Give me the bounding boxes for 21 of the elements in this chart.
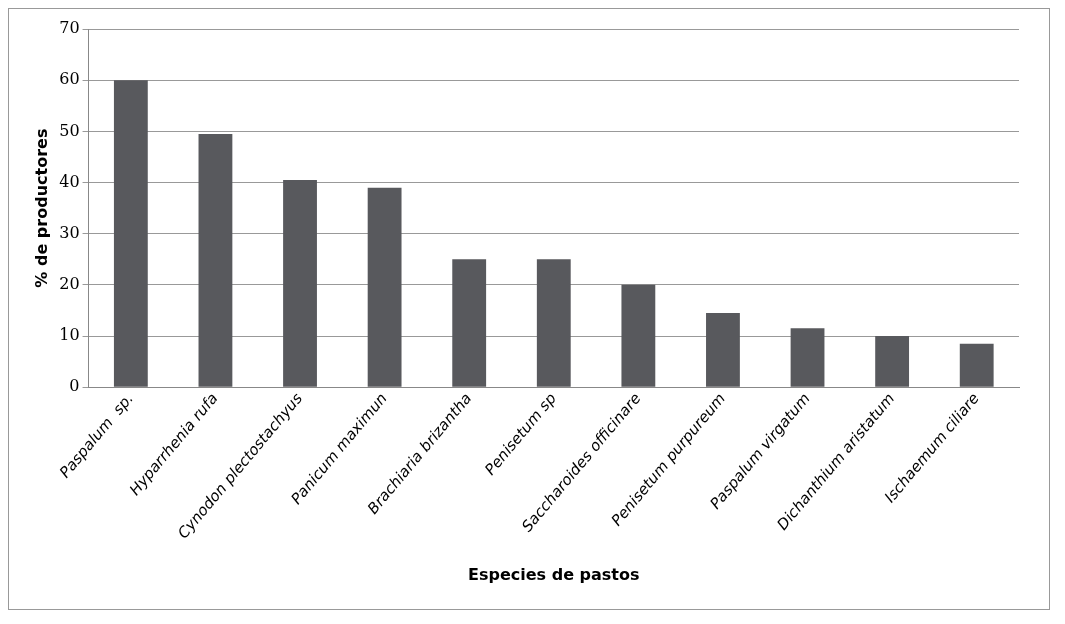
bar — [283, 179, 317, 387]
y-tick-label: 40 — [59, 171, 80, 191]
bar — [706, 313, 740, 387]
bar — [113, 80, 148, 387]
bar — [367, 187, 402, 387]
y-tick-label: 60 — [59, 69, 80, 89]
bar — [875, 336, 910, 387]
y-axis-title: % de productores — [31, 128, 51, 288]
y-tick-label: 70 — [59, 18, 80, 38]
bar — [452, 259, 487, 387]
y-tick-label: 50 — [59, 120, 80, 140]
bar — [536, 259, 571, 387]
bar — [790, 328, 825, 387]
bar — [959, 343, 994, 387]
y-tick-label: 0 — [69, 376, 80, 396]
bar — [198, 133, 233, 387]
bar — [621, 284, 656, 387]
x-axis-title: Especies de pastos — [468, 564, 640, 584]
y-tick-label: 30 — [59, 222, 80, 242]
y-tick-label: 10 — [59, 325, 80, 345]
y-tick-label: 20 — [59, 274, 80, 294]
